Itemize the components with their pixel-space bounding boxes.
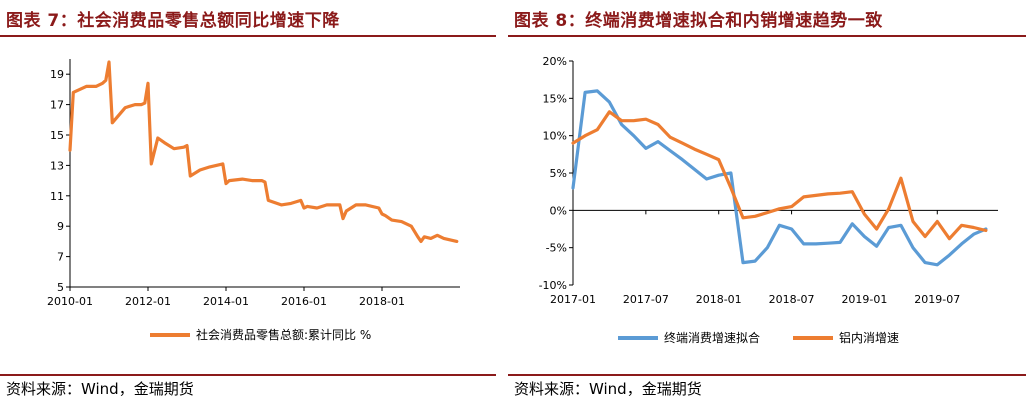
x-tick-label: 2010-01	[47, 295, 93, 308]
chart-panel-left: 图表 7：社会消费品零售总额同比增速下降 19 17 15 13 11 9 7 5 2010-0…	[0, 0, 496, 403]
legend-label: 终端消费增速拟合	[664, 330, 760, 345]
source-divider	[0, 374, 496, 376]
y-tick-label: 7	[57, 251, 64, 264]
x-tick-label: 2017-01	[550, 293, 596, 306]
source-divider	[508, 374, 1026, 376]
title-divider	[0, 35, 496, 37]
title-divider	[508, 35, 1026, 37]
y-tick-label: 19	[50, 68, 64, 81]
chart-title: 图表 7：社会消费品零售总额同比增速下降	[6, 11, 340, 31]
y-tick-label: 5%	[550, 167, 567, 180]
series-line	[571, 110, 988, 241]
y-tick-label: 5	[57, 281, 64, 294]
legend-label: 铝内消增速	[839, 330, 899, 345]
x-tick-label: 2016-01	[281, 295, 327, 308]
series-line	[571, 89, 988, 267]
chart-panel-right: 图表 8：终端消费增速拟合和内销增速趋势一致 20% 15% 10% 5% 0% -5% -…	[508, 0, 1026, 403]
chart-title: 图表 8：终端消费增速拟合和内销增速趋势一致	[514, 11, 883, 31]
x-tick-label: 2018-07	[769, 293, 815, 306]
x-tick-label: 2019-07	[914, 293, 960, 306]
x-tick-label: 2014-01	[203, 295, 249, 308]
y-tick-label: 15	[50, 129, 64, 142]
x-tick-label: 2018-01	[359, 295, 405, 308]
x-tick-label: 2019-01	[841, 293, 887, 306]
y-tick-label: 20%	[543, 55, 567, 68]
y-tick-label: 0%	[550, 204, 567, 217]
source-note: 资料来源：Wind，金瑞期货	[6, 380, 194, 398]
y-tick-label: 10%	[543, 130, 567, 143]
y-tick-label: -10%	[539, 279, 567, 292]
y-tick-label: 11	[50, 190, 64, 203]
x-tick-label: 2018-01	[696, 293, 742, 306]
y-tick-label: -5%	[546, 242, 567, 255]
y-tick-label: 15%	[543, 92, 567, 105]
y-tick-label: 9	[57, 220, 64, 233]
y-tick-label: 17	[50, 99, 64, 112]
x-tick-label: 2012-01	[125, 295, 171, 308]
y-tick-label: 13	[50, 159, 64, 172]
x-tick-label: 2017-07	[623, 293, 669, 306]
series-line	[68, 60, 459, 243]
source-note: 资料来源：Wind，金瑞期货	[514, 380, 702, 398]
line-chart-consumption-vs-aluminum: 20% 15% 10% 5% 0% -5% -10%2017-01 2017-07 2018-0…	[539, 55, 998, 345]
legend-label: 社会消费品零售总额:累计同比 %	[196, 327, 371, 342]
